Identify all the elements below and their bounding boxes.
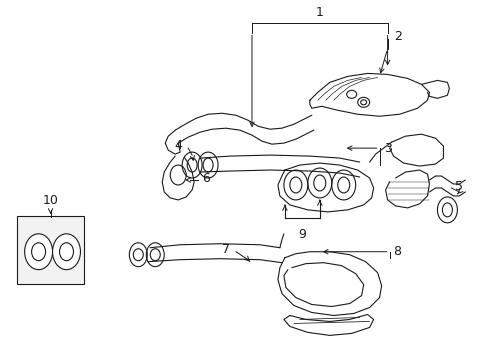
Text: 9: 9: [297, 228, 305, 241]
Text: 4: 4: [174, 139, 182, 152]
Text: 3: 3: [383, 141, 391, 155]
Text: 10: 10: [42, 194, 59, 207]
Text: 7: 7: [222, 243, 229, 256]
Ellipse shape: [24, 234, 52, 270]
Text: 1: 1: [315, 6, 323, 19]
Text: 6: 6: [202, 171, 209, 185]
Text: 5: 5: [454, 180, 463, 193]
Text: 2: 2: [394, 30, 402, 43]
Ellipse shape: [52, 234, 81, 270]
Text: 8: 8: [393, 245, 401, 258]
FancyBboxPatch shape: [17, 216, 84, 284]
